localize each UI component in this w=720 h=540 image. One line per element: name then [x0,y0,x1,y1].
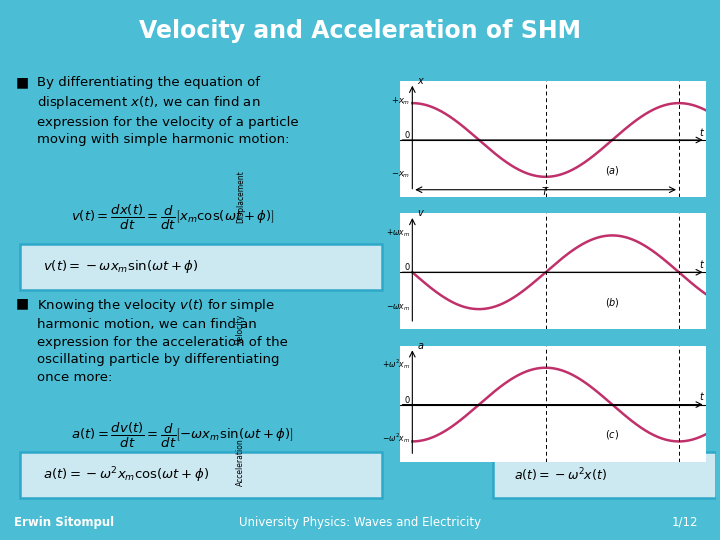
Text: University Physics: Waves and Electricity: University Physics: Waves and Electricit… [239,516,481,529]
Text: $t$: $t$ [699,125,705,138]
Text: $a(t) = -\omega^2 x_m\cos(\omega t + \phi)$: $a(t) = -\omega^2 x_m\cos(\omega t + \ph… [42,465,209,485]
Text: $t$: $t$ [699,258,705,270]
FancyBboxPatch shape [20,452,382,498]
Text: Velocity and Acceleration of SHM: Velocity and Acceleration of SHM [139,19,581,43]
Text: $(b)$: $(b)$ [605,296,620,309]
Text: $v(t) = \dfrac{dx(t)}{dt} = \dfrac{d}{dt}\left[x_m\cos(\omega t + \phi)\right]$: $v(t) = \dfrac{dx(t)}{dt} = \dfrac{d}{dt… [71,202,275,232]
Text: $0$: $0$ [403,261,410,272]
Text: $-\omega^2 x_m$: $-\omega^2 x_m$ [382,431,410,445]
Text: $-x_m$: $-x_m$ [391,170,410,180]
Text: $a(t) = -\omega^2 x(t)$: $a(t) = -\omega^2 x(t)$ [513,466,606,484]
Text: $a(t) = \dfrac{dv(t)}{dt} = \dfrac{d}{dt}\left[-\omega x_m\sin(\omega t + \phi)\: $a(t) = \dfrac{dv(t)}{dt} = \dfrac{d}{dt… [71,421,294,450]
Text: Knowing the velocity $v(t)$ for simple
harmonic motion, we can find an
expressio: Knowing the velocity $v(t)$ for simple h… [37,296,288,383]
Text: $v$: $v$ [417,208,425,218]
Text: Erwin Sitompul: Erwin Sitompul [14,516,114,529]
Text: $0$: $0$ [403,394,410,404]
Text: $x$: $x$ [417,76,425,86]
FancyBboxPatch shape [493,452,716,498]
Text: Velocity: Velocity [236,314,245,345]
Text: $a$: $a$ [417,341,424,350]
Text: 1/12: 1/12 [672,516,698,529]
Text: $-\omega x_m$: $-\omega x_m$ [386,302,410,313]
Text: $v(t) = -\omega x_m\sin(\omega t + \phi)$: $v(t) = -\omega x_m\sin(\omega t + \phi)… [42,258,198,275]
Text: ■: ■ [16,76,29,90]
Text: $+\omega x_m$: $+\omega x_m$ [386,227,410,239]
Text: $+x_m$: $+x_m$ [391,95,410,106]
Text: $T$: $T$ [541,185,550,197]
Text: $(a)$: $(a)$ [605,164,620,177]
Text: ■: ■ [16,296,29,310]
Text: $t$: $t$ [699,390,705,402]
FancyBboxPatch shape [20,244,382,290]
Text: $(c)$: $(c)$ [606,428,619,441]
Text: By differentiating the equation of
displacement $x(t)$, we can find an
expressio: By differentiating the equation of displ… [37,76,299,146]
Text: $0$: $0$ [403,129,410,140]
Text: Acceleration: Acceleration [236,438,245,485]
Text: Displacement: Displacement [236,171,245,224]
Text: $+\omega^2 x_m$: $+\omega^2 x_m$ [382,357,410,371]
